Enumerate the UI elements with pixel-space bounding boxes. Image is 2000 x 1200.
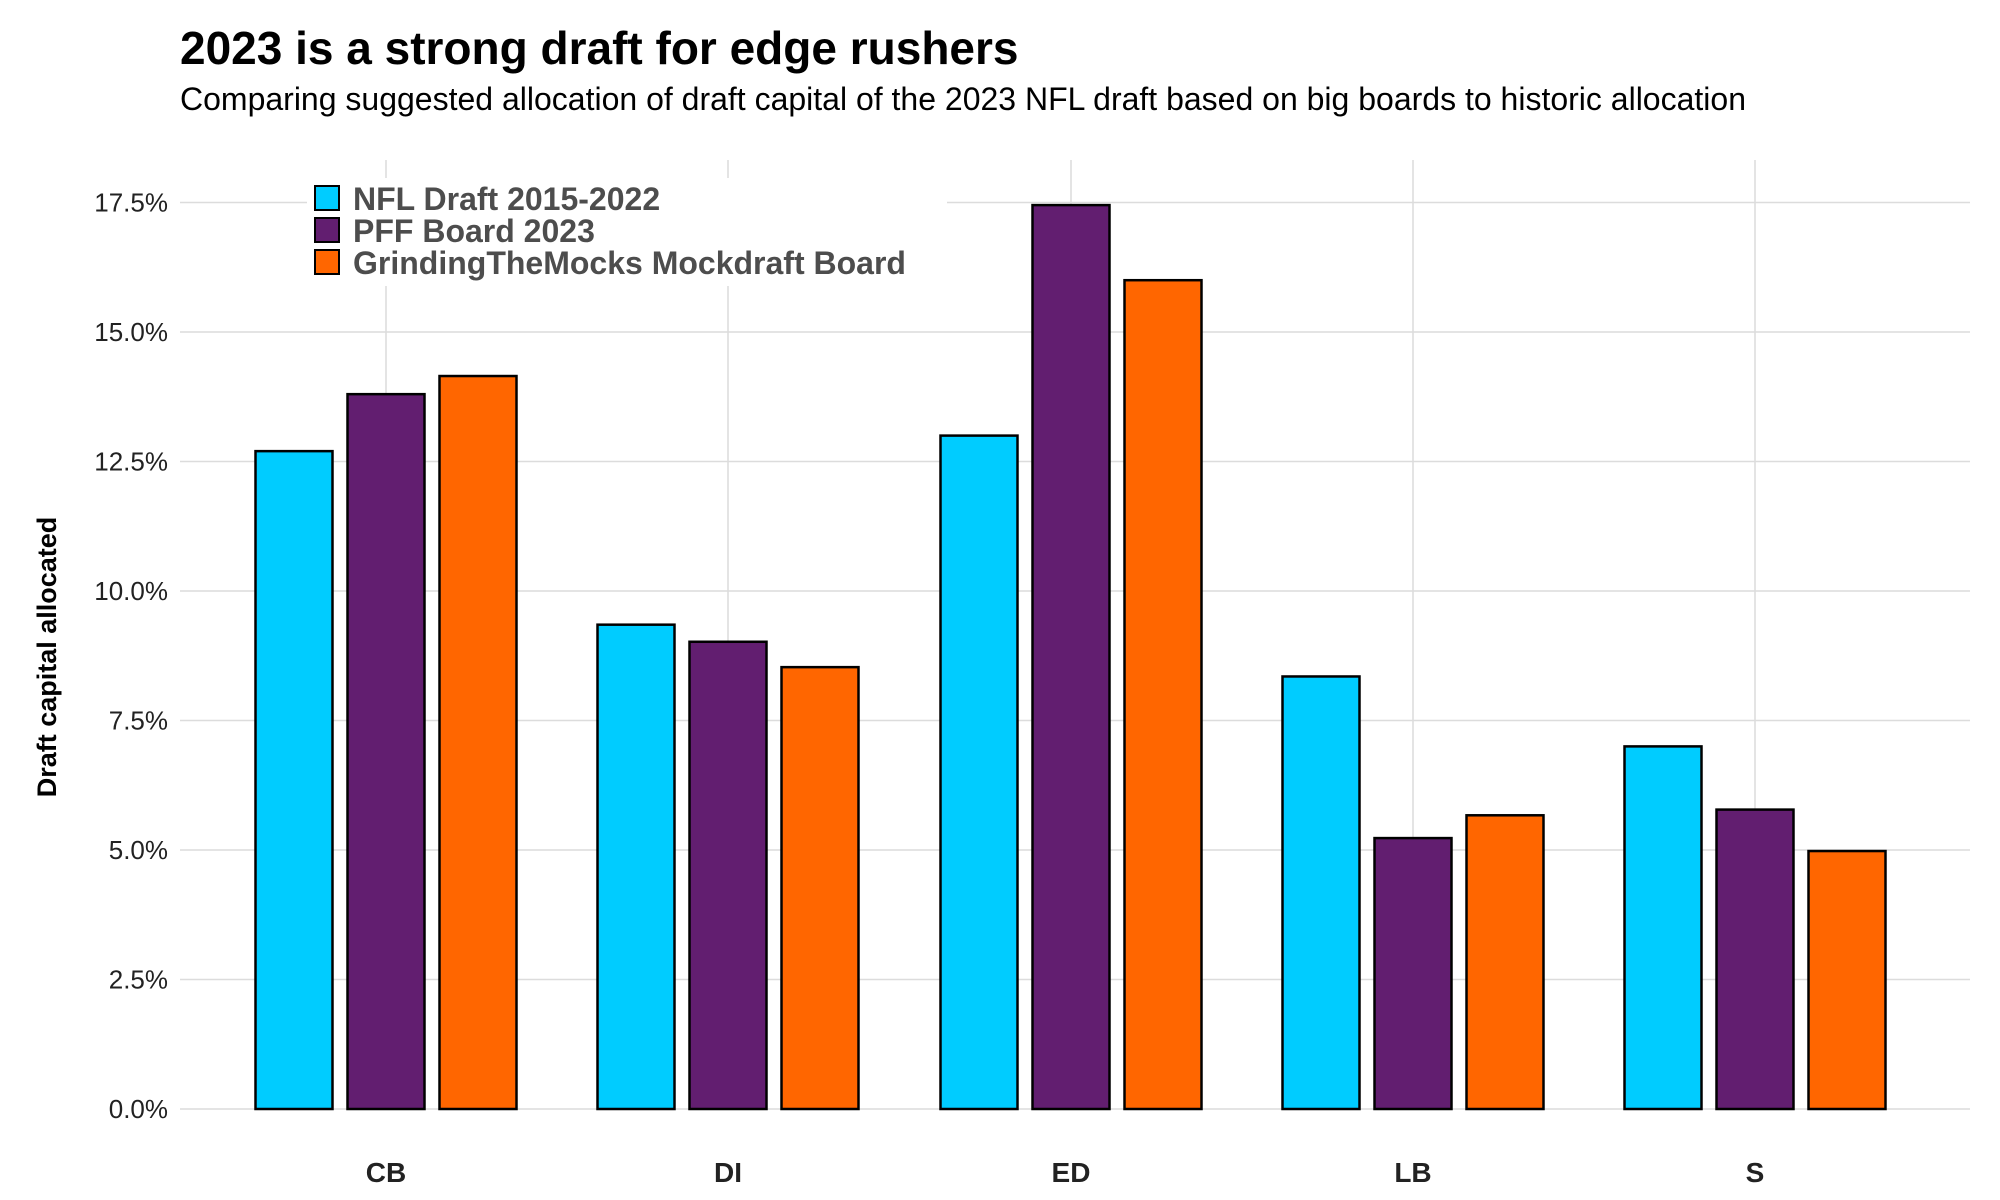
y-tick-label: 7.5% — [109, 706, 168, 736]
bar-cb-0 — [254, 449, 334, 1111]
bar-di-2 — [780, 665, 860, 1111]
chart-title: 2023 is a strong draft for edge rushers — [180, 22, 1019, 74]
x-tick-label: S — [1746, 1157, 1765, 1188]
y-tick-label: 0.0% — [109, 1094, 168, 1124]
legend-label: NFL Draft 2015-2022 — [353, 181, 660, 217]
bar-s-2 — [1807, 849, 1887, 1111]
bar-ed-0 — [939, 434, 1019, 1111]
legend-key — [314, 249, 340, 275]
bar-lb-1 — [1373, 836, 1453, 1111]
bar-lb-0 — [1281, 675, 1361, 1111]
bar-di-0 — [596, 623, 676, 1111]
bar-lb-2 — [1465, 814, 1545, 1111]
y-tick-label: 2.5% — [109, 965, 168, 995]
y-axis-label: Draft capital allocated — [32, 517, 62, 798]
x-tick-label: ED — [1052, 1157, 1091, 1188]
bar-s-1 — [1715, 808, 1795, 1111]
bar-cb-2 — [438, 374, 518, 1111]
y-tick-label: 12.5% — [94, 447, 168, 477]
bars — [254, 203, 1887, 1111]
bar-cb-1 — [346, 392, 426, 1111]
legend-label: GrindingTheMocks Mockdraft Board — [353, 245, 906, 281]
chart-subtitle: Comparing suggested allocation of draft … — [180, 81, 1746, 117]
bar-ed-2 — [1123, 278, 1203, 1111]
legend-key — [314, 185, 340, 211]
y-tick-label: 15.0% — [94, 317, 168, 347]
legend-label: PFF Board 2023 — [353, 213, 595, 249]
bar-s-0 — [1623, 745, 1703, 1111]
x-tick-label: CB — [366, 1157, 406, 1188]
y-tick-label: 17.5% — [94, 188, 168, 218]
x-tick-label: LB — [1394, 1157, 1431, 1188]
x-tick-label: DI — [714, 1157, 742, 1188]
x-axis-ticks: CB DI ED LB S — [366, 1157, 1765, 1188]
y-axis-ticks: 0.0% 2.5% 5.0% 7.5% 10.0% 12.5% 15.0% 17.5% — [94, 188, 168, 1125]
bar-ed-1 — [1031, 203, 1111, 1111]
y-tick-label: 5.0% — [109, 835, 168, 865]
legend-key — [314, 217, 340, 243]
y-tick-label: 10.0% — [94, 576, 168, 606]
legend-background — [307, 178, 947, 286]
bar-di-1 — [688, 640, 768, 1111]
